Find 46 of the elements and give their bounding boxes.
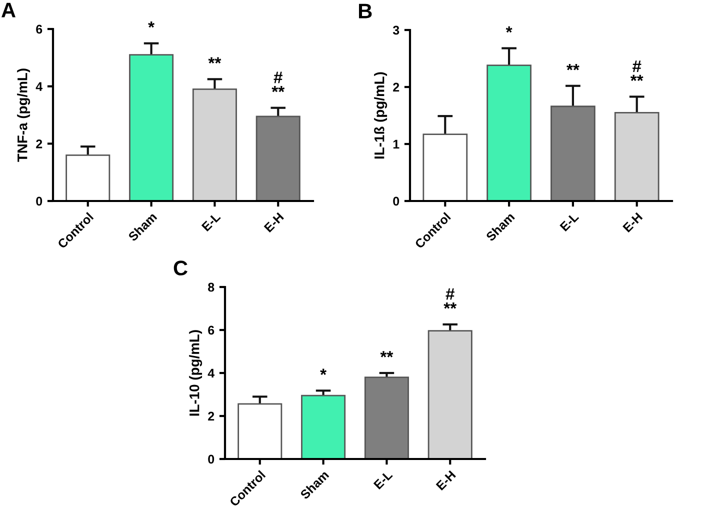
y-tick-label: 3 (392, 26, 400, 35)
y-axis-title: IL-1ß (pg/mL) (374, 72, 388, 159)
chart-title: A (2, 2, 16, 18)
y-tick-label: 6 (36, 24, 42, 34)
annotation: ** (208, 57, 222, 64)
annotation: * (506, 26, 512, 33)
x-tick-label: E-L (560, 212, 580, 232)
annotation: ** (380, 351, 394, 358)
bar (129, 54, 174, 201)
x-tick-label: E-H (264, 212, 284, 232)
bar (614, 112, 660, 201)
bar (550, 106, 596, 201)
chart-title: C (174, 260, 188, 276)
bar (256, 116, 300, 201)
x-tick-label: E-L (201, 212, 221, 232)
annotation: * (148, 21, 155, 28)
y-tick-label: 8 (208, 282, 214, 292)
y-tick-label: 0 (393, 196, 400, 206)
y-tick-label: 6 (208, 326, 214, 335)
bar (66, 154, 110, 201)
y-tick-label: 2 (36, 139, 42, 148)
y-axis-title: TNF-a (pg/mL) (17, 68, 30, 162)
bar (192, 88, 237, 201)
y-tick-label: 0 (36, 196, 42, 206)
y-tick-label: 4 (36, 82, 43, 91)
annotation: # ** (630, 60, 644, 82)
annotation: # ** (444, 288, 457, 309)
annotation: # ** (272, 72, 285, 92)
y-tick-label: 2 (208, 412, 214, 421)
bar (238, 403, 282, 459)
bar (422, 134, 468, 201)
bar (301, 394, 346, 459)
y-tick-label: 2 (393, 82, 400, 92)
y-tick-label: 0 (208, 454, 214, 464)
y-tick-label: 1 (393, 140, 400, 149)
y-axis-title: IL-10 (pg/mL) (189, 330, 202, 416)
y-tick-label: 4 (208, 368, 215, 378)
x-tick-label: E-H (436, 470, 456, 490)
bar (486, 64, 532, 201)
x-tick-label: E-L (373, 470, 393, 490)
annotation: ** (566, 64, 580, 70)
bar (364, 376, 409, 459)
x-tick-label: E-H (622, 212, 643, 232)
bar (428, 330, 472, 459)
annotation: * (320, 368, 327, 375)
chart-title: B (358, 4, 372, 18)
